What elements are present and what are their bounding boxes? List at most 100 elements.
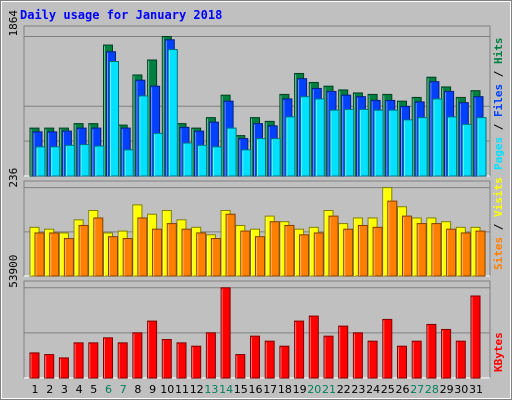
bar-sites-day-11 <box>181 228 192 277</box>
bar-pages-day-2 <box>50 146 61 177</box>
day-label-28: 28 <box>425 383 439 396</box>
bar-pages-day-24 <box>373 109 384 177</box>
bar-kbytes-day-11 <box>176 342 187 379</box>
legend: KBytes <box>492 332 505 372</box>
bar-kbytes-day-26 <box>397 345 407 379</box>
bar-sites-day-12 <box>196 232 207 277</box>
bar-kbytes-day-20 <box>308 315 319 379</box>
bar-pages-day-10 <box>167 49 178 177</box>
bar-sites-day-5 <box>93 217 104 277</box>
legend: Sites / Visits <box>492 177 505 270</box>
chart-title: Daily usage for January 2018 <box>20 8 222 22</box>
y-max-label: 236 <box>7 168 20 188</box>
bar-pages-day-18 <box>285 116 296 177</box>
bar-kbytes-day-1 <box>29 352 40 379</box>
bar-pages-day-12 <box>197 144 208 177</box>
legend-files: Files <box>492 84 505 117</box>
kbytes-panel: 53900 KBytes <box>7 255 505 379</box>
legend-separator: / <box>492 217 505 237</box>
day-label-11: 11 <box>175 383 189 396</box>
legend-sites: Sites <box>492 237 505 270</box>
day-label-20: 20 <box>307 383 321 396</box>
bar-kbytes-day-31 <box>470 295 481 379</box>
day-label-29: 29 <box>440 383 454 396</box>
bar-kbytes-day-16 <box>250 335 260 379</box>
legend-separator: / <box>492 64 505 84</box>
visits-sites-panel: 236 Sites / Visits <box>7 168 505 277</box>
bar-sites-day-13 <box>210 238 221 277</box>
bar-kbytes-day-23 <box>352 332 363 379</box>
bar-pages-day-6 <box>109 60 119 177</box>
bar-pages-day-16 <box>256 138 266 177</box>
legend-pages: Pages <box>492 137 505 170</box>
day-label-14: 14 <box>219 383 233 396</box>
bar-sites-day-1 <box>34 232 45 277</box>
hits-files-pages-panel: 1864 Pages / Files / Hits <box>7 10 505 177</box>
bar-sites-day-8 <box>137 217 148 277</box>
bar-sites-day-22 <box>343 228 354 277</box>
bar-kbytes-day-12 <box>191 345 202 379</box>
y-max-label: 53900 <box>7 255 20 288</box>
legend: Pages / Files / Hits <box>492 38 505 171</box>
day-label-16: 16 <box>249 383 263 396</box>
bar-kbytes-day-5 <box>88 342 99 379</box>
bar-pages-day-29 <box>447 116 458 177</box>
bar-sites-day-3 <box>63 238 74 277</box>
bar-pages-day-4 <box>79 144 90 177</box>
bar-pages-day-11 <box>182 142 193 177</box>
bar-pages-day-8 <box>138 95 149 177</box>
bar-kbytes-day-27 <box>411 340 422 379</box>
bar-pages-day-5 <box>94 145 105 177</box>
bar-sites-day-19 <box>299 234 310 277</box>
bar-kbytes-day-19 <box>294 320 305 379</box>
day-label-1: 1 <box>32 383 39 396</box>
bar-kbytes-day-9 <box>147 320 158 379</box>
day-labels: 1 2 3 4 5 6 7 8 9 10 11 12 13 14 15 16 17 18 19 20 21 22 23 24 2… <box>32 383 484 396</box>
bar-kbytes-day-25 <box>382 318 393 379</box>
bar-kbytes-day-13 <box>205 332 216 379</box>
bar-pages-day-1 <box>35 146 46 177</box>
legend-kbytes: KBytes <box>492 332 505 372</box>
bar-pages-day-19 <box>300 96 311 177</box>
bar-sites-day-4 <box>78 224 89 277</box>
bar-kbytes-day-3 <box>58 357 69 379</box>
bar-kbytes-day-21 <box>323 335 334 379</box>
day-label-6: 6 <box>105 383 112 396</box>
bar-kbytes-day-28 <box>426 323 437 379</box>
day-label-21: 21 <box>322 383 336 396</box>
day-label-4: 4 <box>76 383 83 396</box>
bar-pages-day-25 <box>388 109 399 177</box>
bar-pages-day-28 <box>432 98 443 177</box>
bar-sites-day-6 <box>108 236 118 277</box>
legend-separator: / <box>492 117 505 137</box>
bar-sites-day-26 <box>402 215 412 277</box>
bar-kbytes-day-18 <box>279 345 290 379</box>
bar-sites-day-21 <box>328 215 339 277</box>
day-label-18: 18 <box>278 383 292 396</box>
bar-kbytes-day-17 <box>264 340 275 379</box>
bar-pages-day-14 <box>226 127 237 177</box>
bar-pages-day-13 <box>211 146 222 177</box>
day-label-17: 17 <box>263 383 277 396</box>
legend-hits: Hits <box>492 38 505 65</box>
day-label-19: 19 <box>293 383 307 396</box>
day-label-7: 7 <box>120 383 127 396</box>
day-label-27: 27 <box>410 383 424 396</box>
day-label-31: 31 <box>469 383 483 396</box>
bar-sites-day-31 <box>475 230 486 277</box>
bar-kbytes-day-6 <box>103 337 113 379</box>
bar-pages-day-20 <box>314 98 325 177</box>
bar-sites-day-14 <box>225 213 236 277</box>
bar-sites-day-7 <box>122 238 133 277</box>
day-label-9: 9 <box>149 383 156 396</box>
day-label-26: 26 <box>396 383 410 396</box>
bar-sites-day-28 <box>431 223 442 277</box>
bar-sites-day-2 <box>49 232 60 277</box>
day-label-13: 13 <box>204 383 218 396</box>
day-label-25: 25 <box>381 383 395 396</box>
bar-pages-day-15 <box>241 149 252 177</box>
bar-sites-day-24 <box>372 226 383 277</box>
bar-kbytes-day-14 <box>220 287 231 379</box>
